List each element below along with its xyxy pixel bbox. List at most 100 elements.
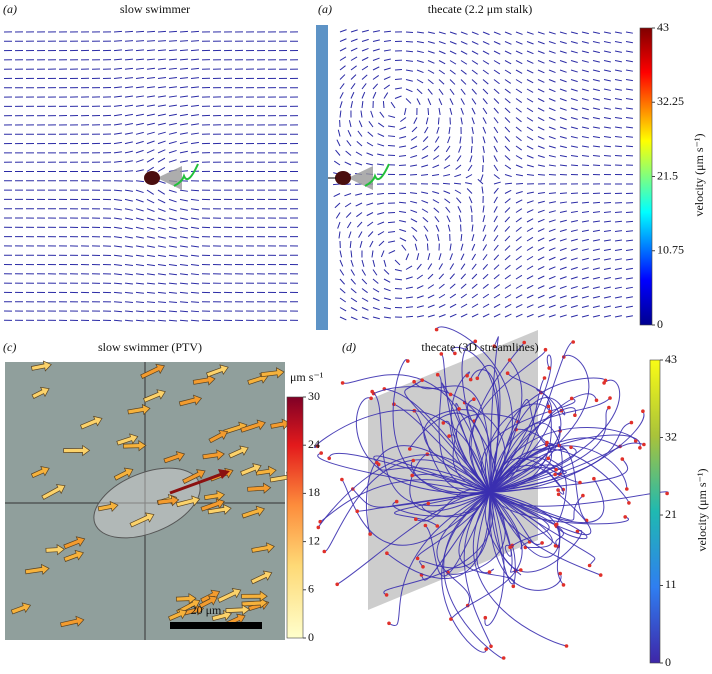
flow-vector <box>526 50 534 55</box>
flow-vector <box>168 254 177 257</box>
flow-vector <box>457 206 462 213</box>
flow-vector <box>614 220 623 223</box>
flow-vector <box>515 199 523 204</box>
flow-vector <box>348 231 352 239</box>
flow-vector <box>449 253 453 261</box>
flow-vector <box>416 295 424 299</box>
streamline <box>489 491 553 548</box>
flow-vector <box>592 286 600 289</box>
flow-vector <box>157 86 166 89</box>
flow-vector <box>157 301 167 303</box>
flow-vector <box>614 145 623 148</box>
flow-vector <box>447 136 451 144</box>
flow-vector <box>394 95 402 99</box>
flow-vector <box>113 58 123 61</box>
flow-vector <box>625 267 633 270</box>
stream-arrow <box>410 473 415 478</box>
flow-vector <box>168 40 178 42</box>
particle-arrow <box>30 360 52 372</box>
flow-vector <box>146 131 155 135</box>
flow-vector <box>504 284 512 289</box>
flow-vector <box>427 294 435 299</box>
flow-vector <box>471 41 479 45</box>
flow-vector <box>113 217 122 220</box>
flow-vector <box>504 226 511 232</box>
flow-vector <box>350 288 357 294</box>
flow-vector <box>449 79 456 85</box>
flow-vector <box>333 193 341 197</box>
flow-vector <box>339 38 347 42</box>
flow-vector <box>135 217 144 221</box>
flow-vector <box>526 117 534 122</box>
flow-vector <box>581 238 589 242</box>
streamline <box>489 491 564 586</box>
flow-vector <box>113 114 122 117</box>
streamline <box>461 340 491 493</box>
flow-vector <box>350 307 358 312</box>
panel-label: (d) <box>342 340 356 354</box>
flow-vector <box>168 226 177 230</box>
flow-vector <box>493 145 498 153</box>
flow-vector <box>448 126 451 134</box>
flow-vector <box>592 276 600 280</box>
flow-vector <box>168 282 178 285</box>
flow-vector <box>179 319 189 322</box>
flow-vector <box>592 248 600 251</box>
flow-vector <box>449 69 456 75</box>
flow-vector <box>432 191 440 194</box>
flow-vector <box>421 164 429 168</box>
flow-vector <box>361 47 369 52</box>
flow-vector <box>190 310 200 313</box>
colorbar-tick-label: 18 <box>308 485 320 499</box>
flow-vector <box>614 88 622 91</box>
stream-arrow <box>556 492 561 497</box>
flow-vector <box>398 201 407 204</box>
flow-vector <box>124 208 133 211</box>
flow-vector <box>548 126 556 130</box>
flow-vector <box>124 67 134 70</box>
flow-vector <box>190 217 199 220</box>
stream-arrow <box>592 476 596 481</box>
flow-vector <box>454 189 462 194</box>
flow-vector <box>482 293 490 299</box>
flow-vector <box>548 31 556 35</box>
flow-vector <box>146 273 155 276</box>
flow-vector <box>526 164 534 168</box>
flow-vector <box>493 313 501 318</box>
flow-vector <box>504 254 511 261</box>
flow-vector <box>124 123 133 126</box>
flow-vector <box>504 107 511 114</box>
flow-vector <box>603 211 612 213</box>
flow-vector <box>124 30 134 33</box>
flow-vector <box>124 95 133 98</box>
flow-vector <box>603 60 611 63</box>
flow-vector <box>471 273 478 280</box>
flow-vector <box>113 95 122 98</box>
flow-vector <box>339 307 347 312</box>
flow-vector <box>146 122 155 126</box>
streamline <box>489 446 577 493</box>
flow-vector <box>366 202 374 206</box>
flow-vector <box>361 83 367 90</box>
stream-arrow <box>489 644 493 649</box>
flow-vector <box>168 159 177 163</box>
flow-vector <box>157 113 166 117</box>
flow-vector <box>548 136 556 140</box>
flow-vector <box>360 110 363 118</box>
streamline <box>341 479 491 546</box>
stream-arrow <box>408 447 412 451</box>
stream-arrow <box>547 366 551 370</box>
stream-arrow <box>435 372 440 377</box>
mean-arrow <box>169 472 223 495</box>
flow-vector <box>438 283 445 289</box>
flow-vector <box>339 316 347 321</box>
flow-vector <box>581 295 589 299</box>
flow-vector <box>334 202 341 209</box>
flow-vector <box>526 60 534 64</box>
particle-arrow <box>247 482 272 494</box>
flow-vector <box>570 88 578 92</box>
flow-vector <box>168 319 178 322</box>
flow-vector <box>614 258 622 261</box>
flow-vector <box>146 67 156 70</box>
colorbar-tick-label: 12 <box>308 533 320 547</box>
